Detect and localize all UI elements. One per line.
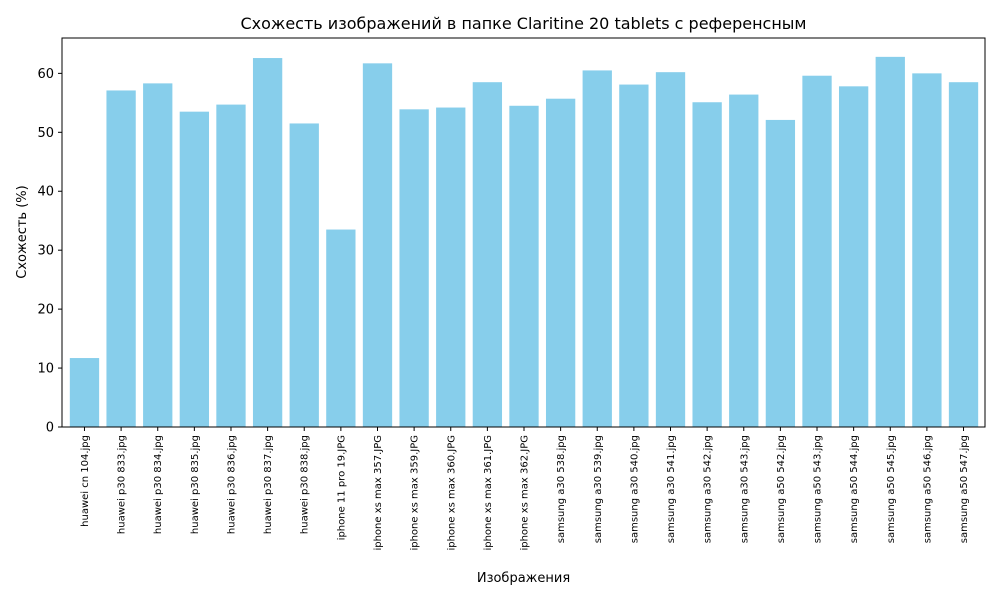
- x-axis-ticks: huawei cn 104.jpg huawei p30 833.jpg huawe…: [80, 427, 970, 551]
- bar: [216, 104, 246, 427]
- y-tick-label: 0: [46, 421, 54, 436]
- bar: [289, 123, 319, 428]
- x-tick-label: samsung a50 543.jpg: [813, 435, 824, 543]
- x-tick-label: huawei p30 833.jpg: [117, 435, 128, 534]
- x-tick-label: samsung a30 538.jpg: [556, 435, 567, 543]
- bar: [106, 90, 136, 428]
- x-axis-label: Изображения: [477, 571, 570, 586]
- bar: [912, 73, 942, 428]
- x-tick-label: samsung a50 546.jpg: [922, 435, 933, 543]
- bars-group: [69, 56, 979, 428]
- x-tick-label: samsung a30 540.jpg: [629, 435, 640, 543]
- y-tick-label: 50: [37, 126, 54, 141]
- x-tick-label: samsung a50 542.jpg: [776, 435, 787, 543]
- bar: [692, 102, 722, 428]
- y-tick-label: 60: [37, 67, 54, 82]
- y-axis-label: Схожесть (%): [15, 185, 30, 278]
- x-tick-label: huawei p30 834.jpg: [153, 435, 164, 534]
- bar: [436, 107, 466, 428]
- x-tick-label: samsung a30 541.jpg: [666, 435, 677, 543]
- bar: [655, 72, 686, 428]
- bar: [509, 105, 539, 427]
- x-tick-label: samsung a50 547.jpg: [959, 435, 970, 543]
- chart-title: Схожесть изображений в папке Claritine 2…: [240, 14, 806, 33]
- x-tick-label: samsung a30 543.jpg: [739, 435, 750, 543]
- x-tick-label: huawei p30 835.jpg: [190, 435, 201, 534]
- bar: [729, 94, 759, 427]
- y-tick-label: 40: [37, 185, 54, 200]
- x-tick-label: huawei cn 104.jpg: [80, 435, 91, 527]
- bar: [875, 56, 905, 428]
- x-tick-label: iphone xs max 362.JPG: [520, 435, 531, 551]
- bar: [802, 75, 832, 427]
- x-tick-label: samsung a30 539.jpg: [593, 435, 604, 543]
- bar: [948, 82, 979, 427]
- bar: [765, 119, 796, 428]
- x-tick-label: samsung a50 544.jpg: [849, 435, 860, 543]
- bar: [472, 82, 503, 427]
- y-tick-label: 30: [37, 244, 54, 259]
- bar: [619, 84, 649, 427]
- x-tick-label: huawei p30 838.jpg: [300, 435, 311, 534]
- x-tick-label: samsung a30 542.jpg: [703, 435, 714, 543]
- bar: [582, 70, 612, 428]
- bar: [545, 98, 576, 428]
- bar: [399, 109, 429, 427]
- x-tick-label: huawei p30 836.jpg: [226, 435, 237, 534]
- bar: [143, 83, 173, 427]
- x-tick-label: iphone xs max 361.JPG: [483, 435, 494, 551]
- bar: [69, 358, 100, 427]
- x-tick-label: huawei p30 837.jpg: [263, 435, 274, 534]
- y-tick-label: 20: [37, 303, 54, 318]
- bar: [838, 86, 869, 427]
- x-tick-label: iphone xs max 357.JPG: [373, 435, 384, 551]
- bar: [179, 111, 210, 428]
- bar: [326, 229, 356, 427]
- x-tick-label: iphone xs max 359.JPG: [410, 435, 421, 551]
- bar: [362, 63, 393, 428]
- y-tick-label: 10: [37, 362, 54, 377]
- x-tick-label: iphone 11 pro 19.JPG: [336, 435, 347, 540]
- plot-area-frame: [61, 37, 986, 428]
- x-tick-label: iphone xs max 360.JPG: [446, 435, 457, 551]
- bar: [252, 58, 283, 427]
- x-tick-label: samsung a50 545.jpg: [886, 435, 897, 543]
- y-axis-ticks: 0 10 20 30 40 50 60: [37, 67, 62, 436]
